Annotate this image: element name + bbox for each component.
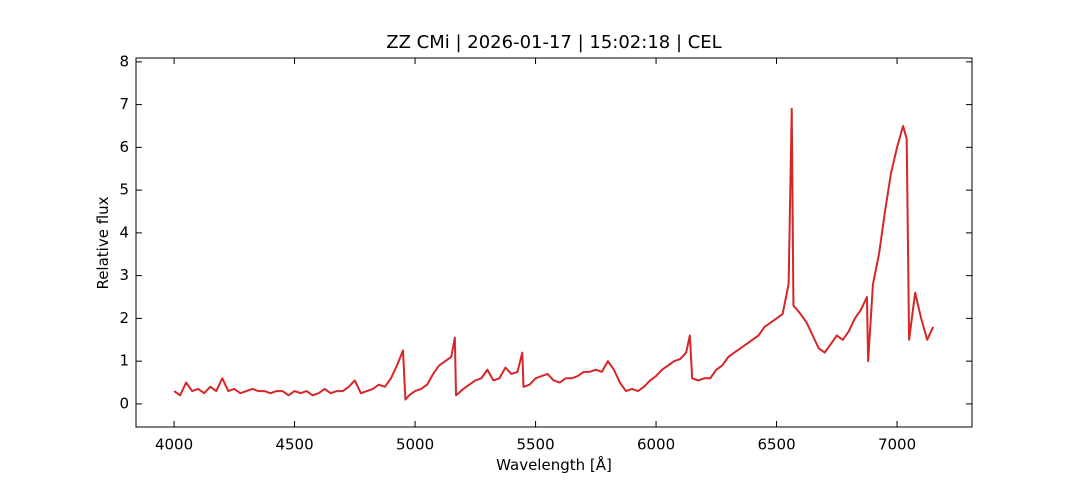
x-tick-label: 6500 xyxy=(757,436,795,454)
x-tick-label: 5500 xyxy=(516,436,554,454)
x-tick-label: 4000 xyxy=(155,436,193,454)
y-tick-label: 3 xyxy=(119,266,129,284)
x-tick-label: 5000 xyxy=(396,436,434,454)
spectrum-line xyxy=(173,107,935,401)
x-tick-label: 7000 xyxy=(878,436,916,454)
x-tick-label: 6000 xyxy=(637,436,675,454)
y-tick-label: 6 xyxy=(119,138,129,156)
y-tick-label: 4 xyxy=(119,223,129,241)
y-tick-label: 1 xyxy=(119,352,129,370)
chart-title: ZZ CMi | 2026-01-17 | 15:02:18 | CEL xyxy=(386,32,721,53)
y-tick-label: 7 xyxy=(119,95,129,113)
y-axis-label: Relative flux xyxy=(94,196,112,289)
plot-frame xyxy=(135,57,973,428)
y-tick-label: 8 xyxy=(119,52,129,70)
y-tick-label: 5 xyxy=(119,181,129,199)
y-tick-label: 0 xyxy=(119,394,129,412)
x-axis-label: Wavelength [Å] xyxy=(496,455,612,474)
y-tick-label: 2 xyxy=(119,309,129,327)
x-tick-label: 4500 xyxy=(275,436,313,454)
